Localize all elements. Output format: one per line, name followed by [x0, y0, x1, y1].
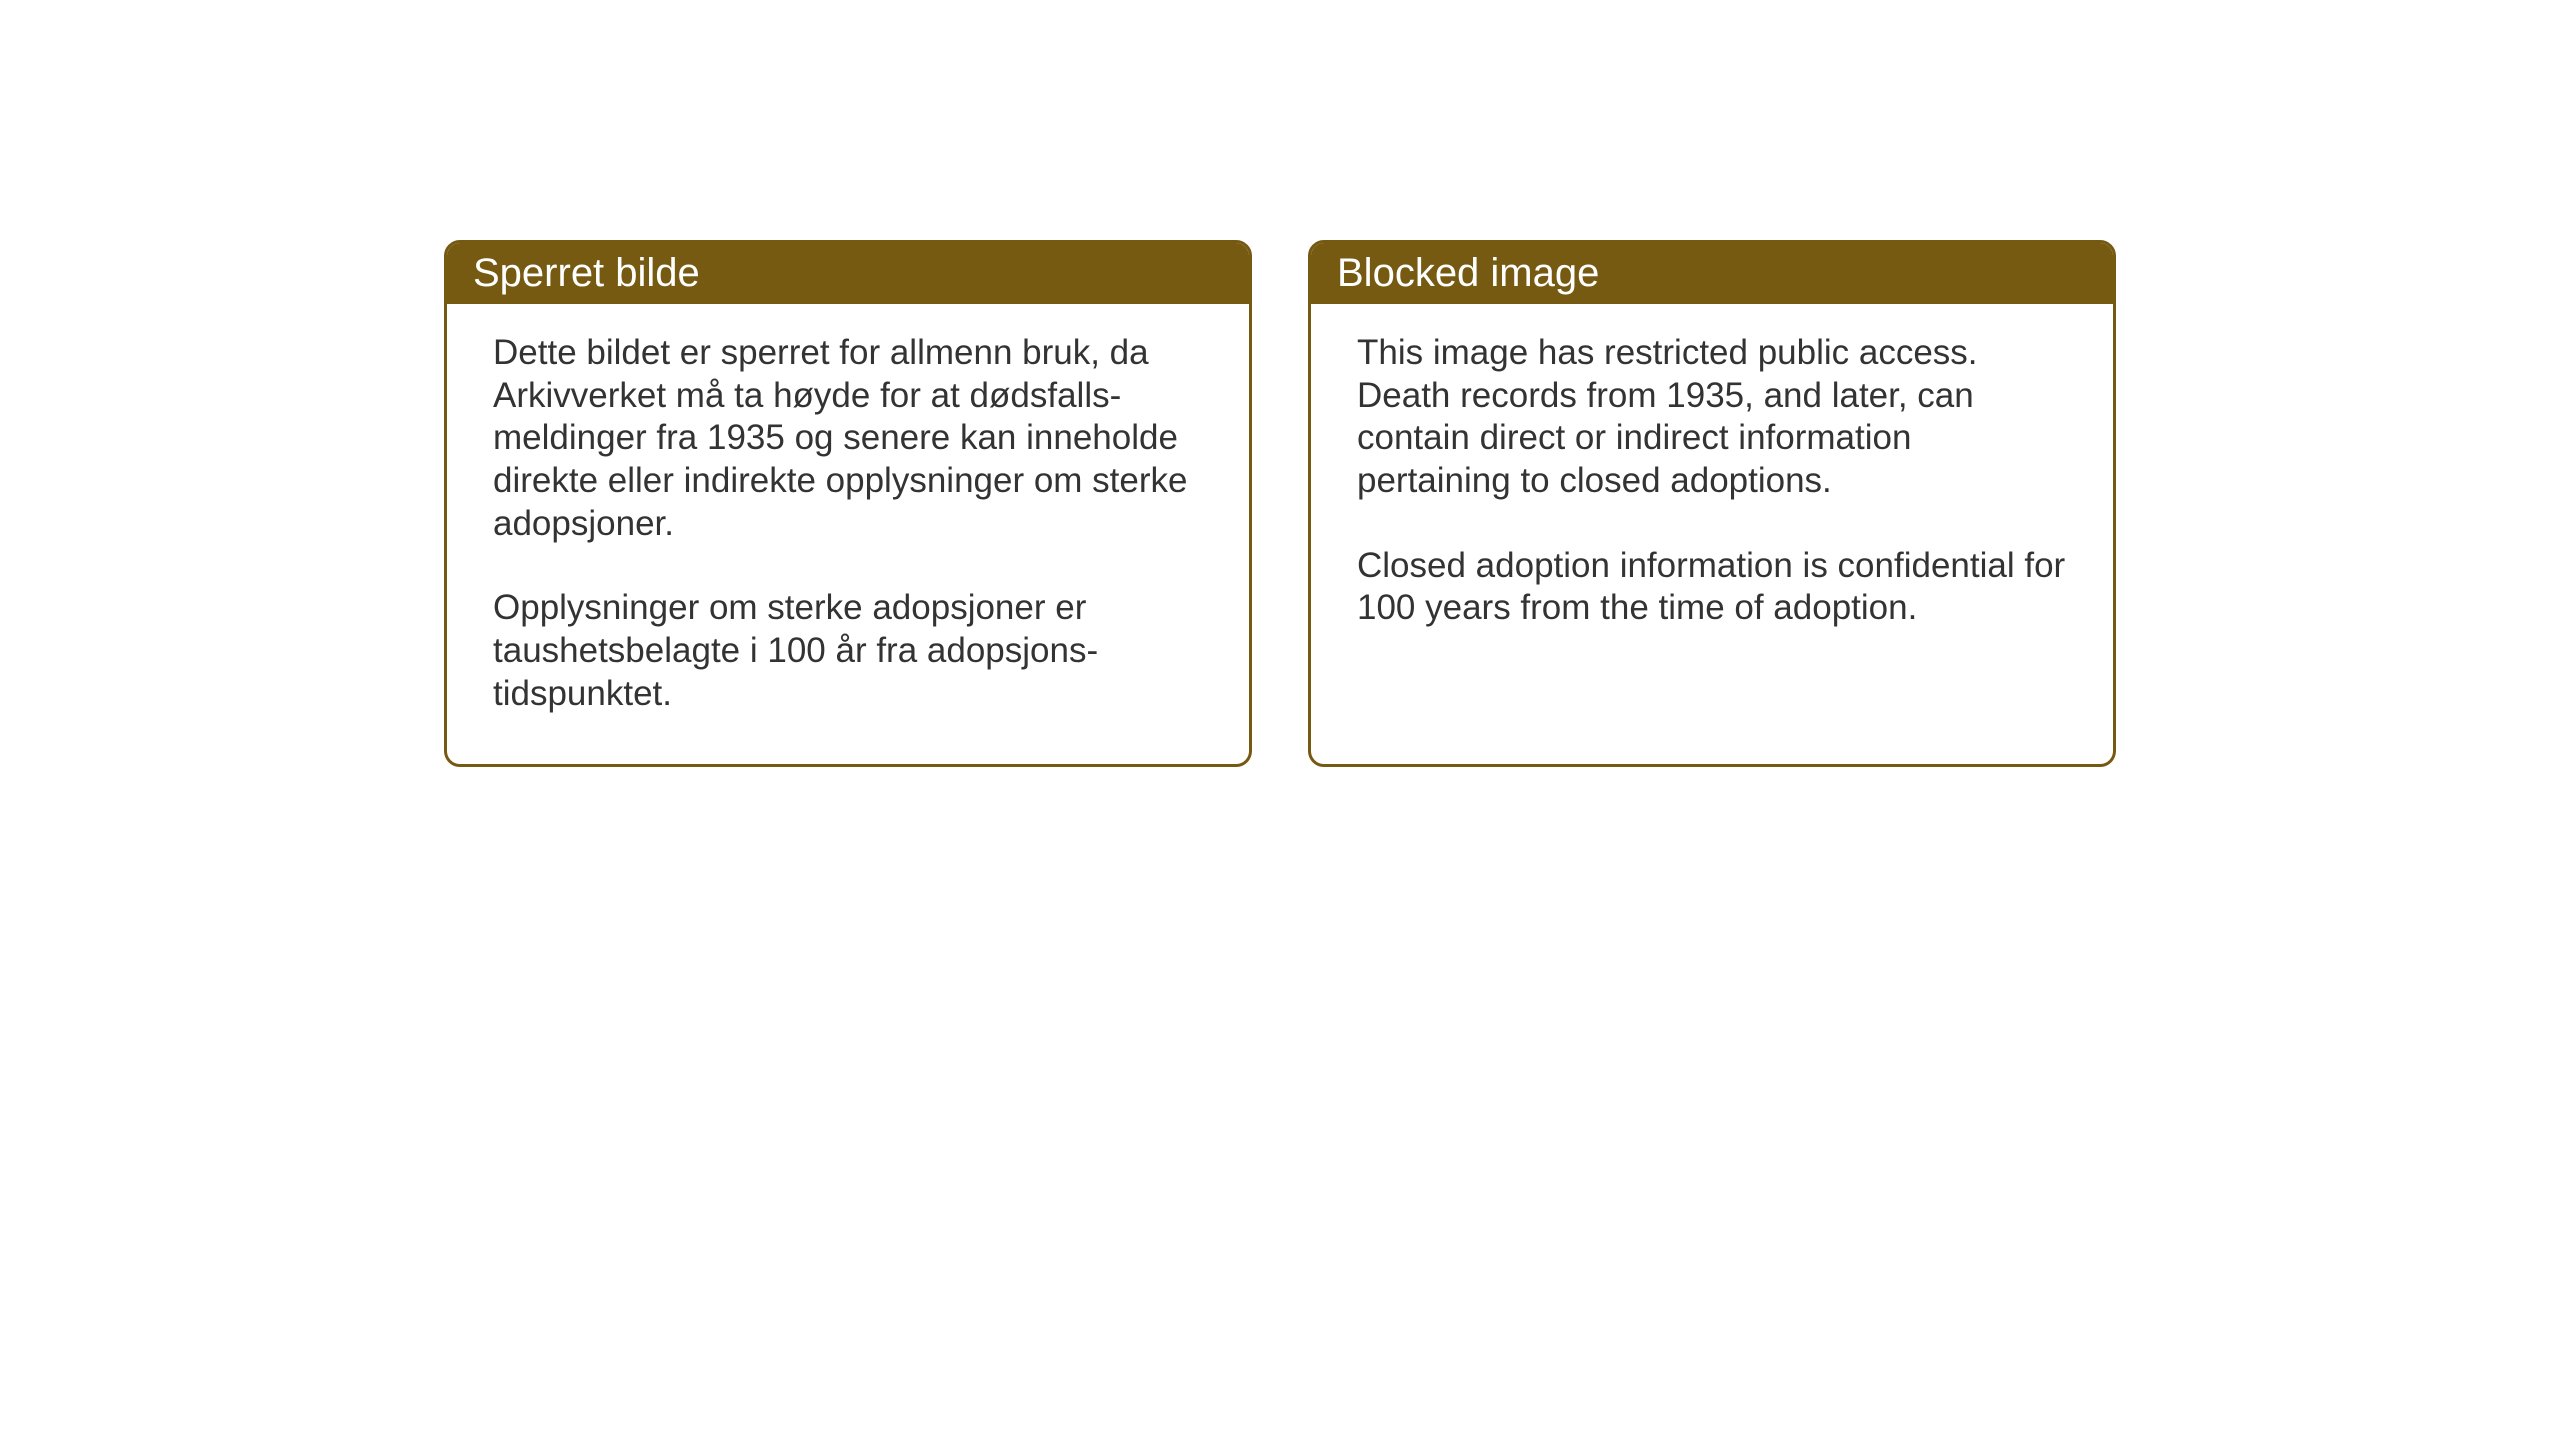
card-english-paragraph-2: Closed adoption information is confident…	[1357, 545, 2067, 630]
card-english-header: Blocked image	[1311, 243, 2113, 304]
card-english-body: This image has restricted public access.…	[1311, 304, 2113, 720]
card-norwegian-paragraph-1: Dette bildet er sperret for allmenn bruk…	[493, 332, 1203, 545]
card-norwegian-body: Dette bildet er sperret for allmenn bruk…	[447, 304, 1249, 764]
card-english: Blocked image This image has restricted …	[1308, 240, 2116, 767]
cards-container: Sperret bilde Dette bildet er sperret fo…	[444, 240, 2116, 767]
card-norwegian-header: Sperret bilde	[447, 243, 1249, 304]
card-norwegian: Sperret bilde Dette bildet er sperret fo…	[444, 240, 1252, 767]
card-english-paragraph-1: This image has restricted public access.…	[1357, 332, 2067, 503]
card-norwegian-paragraph-2: Opplysninger om sterke adopsjoner er tau…	[493, 587, 1203, 715]
card-norwegian-title: Sperret bilde	[473, 251, 700, 295]
card-english-title: Blocked image	[1337, 251, 1599, 295]
